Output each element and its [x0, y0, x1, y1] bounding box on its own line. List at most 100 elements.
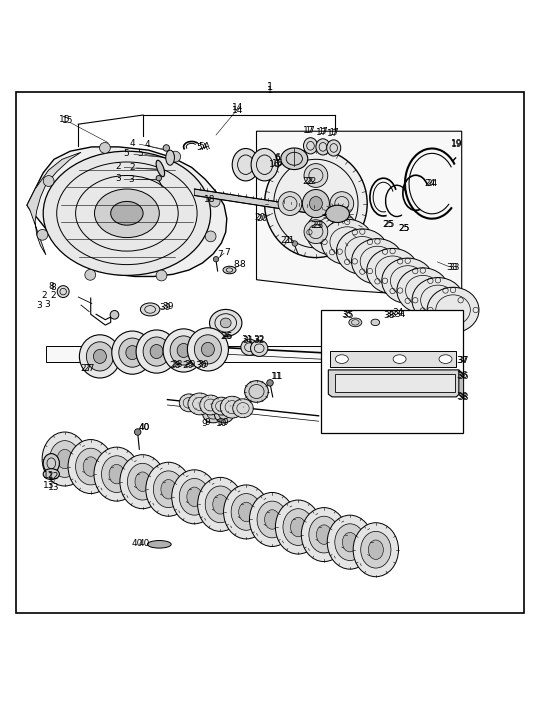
Text: 34: 34 [392, 307, 404, 317]
Ellipse shape [170, 336, 197, 365]
Text: 10: 10 [218, 418, 230, 427]
Ellipse shape [316, 525, 332, 544]
Ellipse shape [367, 249, 418, 293]
Ellipse shape [202, 404, 224, 423]
Text: 14: 14 [232, 103, 244, 112]
Circle shape [57, 286, 69, 298]
Text: 34: 34 [394, 310, 406, 319]
Text: 20: 20 [256, 213, 268, 223]
Ellipse shape [249, 493, 295, 546]
Text: 5: 5 [124, 150, 129, 159]
Text: 3: 3 [115, 174, 120, 183]
Text: 32: 32 [253, 335, 265, 343]
Ellipse shape [316, 139, 330, 155]
Text: 17: 17 [318, 127, 328, 136]
Ellipse shape [335, 355, 348, 364]
Ellipse shape [119, 338, 146, 367]
Ellipse shape [361, 531, 391, 568]
Text: 2: 2 [115, 162, 120, 171]
Ellipse shape [220, 396, 244, 418]
Ellipse shape [224, 485, 269, 539]
Ellipse shape [68, 439, 113, 494]
Text: 40: 40 [138, 538, 150, 548]
Text: 15: 15 [59, 115, 71, 124]
Ellipse shape [349, 318, 362, 326]
Ellipse shape [335, 524, 365, 560]
Text: 26: 26 [221, 332, 233, 341]
Text: 25: 25 [398, 224, 410, 233]
Circle shape [37, 230, 48, 240]
Ellipse shape [281, 148, 308, 170]
Ellipse shape [156, 160, 165, 177]
Ellipse shape [83, 457, 98, 476]
Text: 37: 37 [457, 356, 469, 364]
Ellipse shape [161, 479, 176, 499]
Text: 1: 1 [267, 86, 273, 95]
Polygon shape [330, 351, 456, 367]
Text: 22: 22 [306, 177, 316, 186]
Text: 39: 39 [163, 302, 174, 311]
Ellipse shape [257, 501, 287, 538]
Ellipse shape [127, 463, 158, 500]
Bar [321, 310, 463, 433]
Polygon shape [328, 370, 459, 397]
Text: 25: 25 [398, 224, 410, 233]
Text: 6: 6 [274, 154, 280, 163]
Ellipse shape [94, 447, 139, 501]
Text: 10: 10 [215, 419, 227, 428]
Text: 13: 13 [48, 482, 60, 491]
Text: 33: 33 [447, 263, 458, 272]
Text: 18: 18 [204, 195, 215, 204]
Text: 40: 40 [132, 539, 144, 548]
Ellipse shape [303, 138, 318, 154]
Ellipse shape [201, 343, 214, 357]
Ellipse shape [126, 345, 139, 359]
Ellipse shape [102, 456, 132, 493]
Ellipse shape [304, 220, 328, 244]
Text: 6: 6 [274, 153, 280, 162]
Ellipse shape [327, 140, 341, 156]
Text: 5A: 5A [197, 143, 208, 152]
Text: 12: 12 [48, 472, 60, 481]
Ellipse shape [42, 432, 87, 486]
Ellipse shape [179, 479, 210, 515]
Text: 28: 28 [170, 361, 181, 369]
Text: 8: 8 [50, 283, 56, 292]
Ellipse shape [275, 500, 321, 554]
Ellipse shape [187, 328, 228, 371]
Ellipse shape [336, 229, 388, 274]
Ellipse shape [86, 342, 113, 371]
Ellipse shape [188, 393, 212, 415]
Ellipse shape [166, 150, 174, 165]
Text: 40: 40 [138, 423, 150, 432]
Polygon shape [194, 189, 335, 217]
Circle shape [170, 151, 181, 162]
Ellipse shape [135, 472, 150, 491]
Ellipse shape [397, 268, 449, 313]
Ellipse shape [239, 502, 254, 522]
Text: 25: 25 [383, 220, 395, 229]
Text: 19: 19 [450, 140, 462, 150]
Text: 24: 24 [427, 179, 437, 188]
Text: 16: 16 [272, 159, 284, 168]
Ellipse shape [223, 266, 236, 274]
Ellipse shape [76, 448, 106, 485]
Text: 17: 17 [327, 129, 339, 138]
Ellipse shape [120, 455, 165, 509]
Polygon shape [256, 131, 462, 298]
Text: 31: 31 [242, 336, 254, 345]
Text: 7: 7 [218, 250, 223, 259]
Ellipse shape [163, 329, 204, 372]
Text: 11: 11 [271, 373, 282, 381]
Text: 38: 38 [456, 392, 468, 402]
Text: 36: 36 [456, 371, 468, 380]
Text: 2: 2 [130, 163, 135, 172]
Circle shape [156, 270, 167, 281]
Text: 17: 17 [303, 126, 315, 135]
Ellipse shape [327, 515, 373, 569]
Text: 36: 36 [457, 372, 469, 381]
Ellipse shape [309, 516, 339, 553]
Text: 3: 3 [129, 175, 134, 184]
Ellipse shape [231, 494, 261, 530]
Ellipse shape [153, 471, 184, 508]
